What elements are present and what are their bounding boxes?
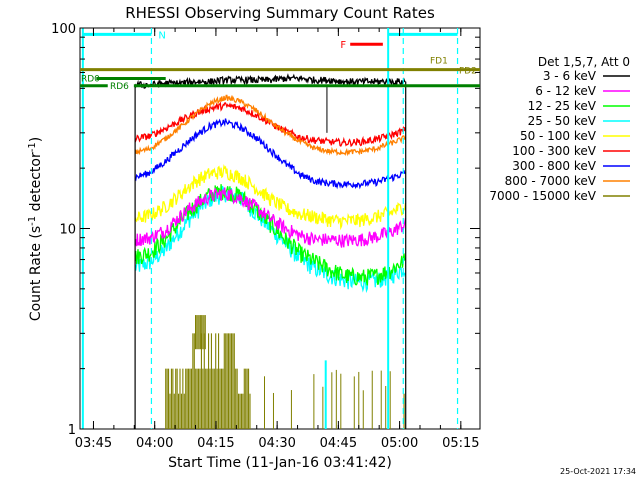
x-tick-label-2: 04:15	[197, 436, 234, 451]
x-tick-label-0: 03:45	[75, 436, 112, 451]
level-label-rd0: RD0	[81, 74, 100, 84]
level-label-fd2: FD2	[459, 67, 477, 77]
legend-label-8: 7000 - 15000 keV	[489, 189, 596, 203]
series-line-4	[134, 163, 407, 231]
overlay-layer: N F FD1 FD2 RD0 RD6	[80, 28, 480, 429]
x-tick-label-3: 04:30	[258, 436, 295, 451]
flag-label-n: N	[158, 30, 165, 41]
legend-label-6: 300 - 800 keV	[512, 159, 596, 173]
level-label-rd6: RD6	[110, 82, 129, 92]
series-line-0	[134, 73, 406, 90]
legend-label-4: 50 - 100 keV	[520, 129, 597, 143]
series-line-8	[165, 315, 405, 429]
x-tick-label-1: 04:00	[136, 436, 173, 451]
legend-header: Det 1,5,7, Att 0	[538, 55, 630, 69]
legend-label-3: 25 - 50 keV	[528, 114, 597, 128]
legend-label-7: 800 - 7000 keV	[505, 174, 597, 188]
series-line-5	[134, 101, 407, 148]
x-axis-label: Start Time (11-Jan-16 03:41:42)	[168, 455, 392, 471]
y-tick-label-1: 10	[59, 223, 76, 238]
x-tick-label-6: 05:15	[442, 436, 479, 451]
legend-label-2: 12 - 25 keV	[528, 99, 597, 113]
legend-label-1: 6 - 12 keV	[535, 84, 597, 98]
x-tick-label-4: 04:45	[320, 436, 357, 451]
axis-layer: 03:45 04:00 04:15 04:30 04:45 05:00 05:15 1 10 10…	[51, 22, 480, 451]
footer-timestamp: 25-Oct-2021 17:34	[560, 467, 636, 476]
y-tick-label-0: 1	[68, 423, 76, 438]
chart-title: RHESSI Observing Summary Count Rates	[125, 4, 435, 22]
series-line-2	[134, 184, 407, 286]
y-axis-label: Count Rate (s-1 detector-1)	[27, 137, 44, 321]
x-tick-label-5: 05:00	[381, 436, 418, 451]
legend-label-5: 100 - 300 keV	[512, 144, 596, 158]
flag-label-f: F	[340, 40, 346, 51]
legend-label-0: 3 - 6 keV	[543, 69, 597, 83]
series-line-6	[134, 118, 406, 190]
series-line-1	[134, 187, 407, 248]
series-layer	[134, 73, 407, 429]
y-tick-label-2: 100	[51, 22, 76, 37]
level-label-fd1: FD1	[430, 57, 448, 67]
plot-frame	[79, 27, 481, 430]
series-line-7	[134, 94, 407, 157]
